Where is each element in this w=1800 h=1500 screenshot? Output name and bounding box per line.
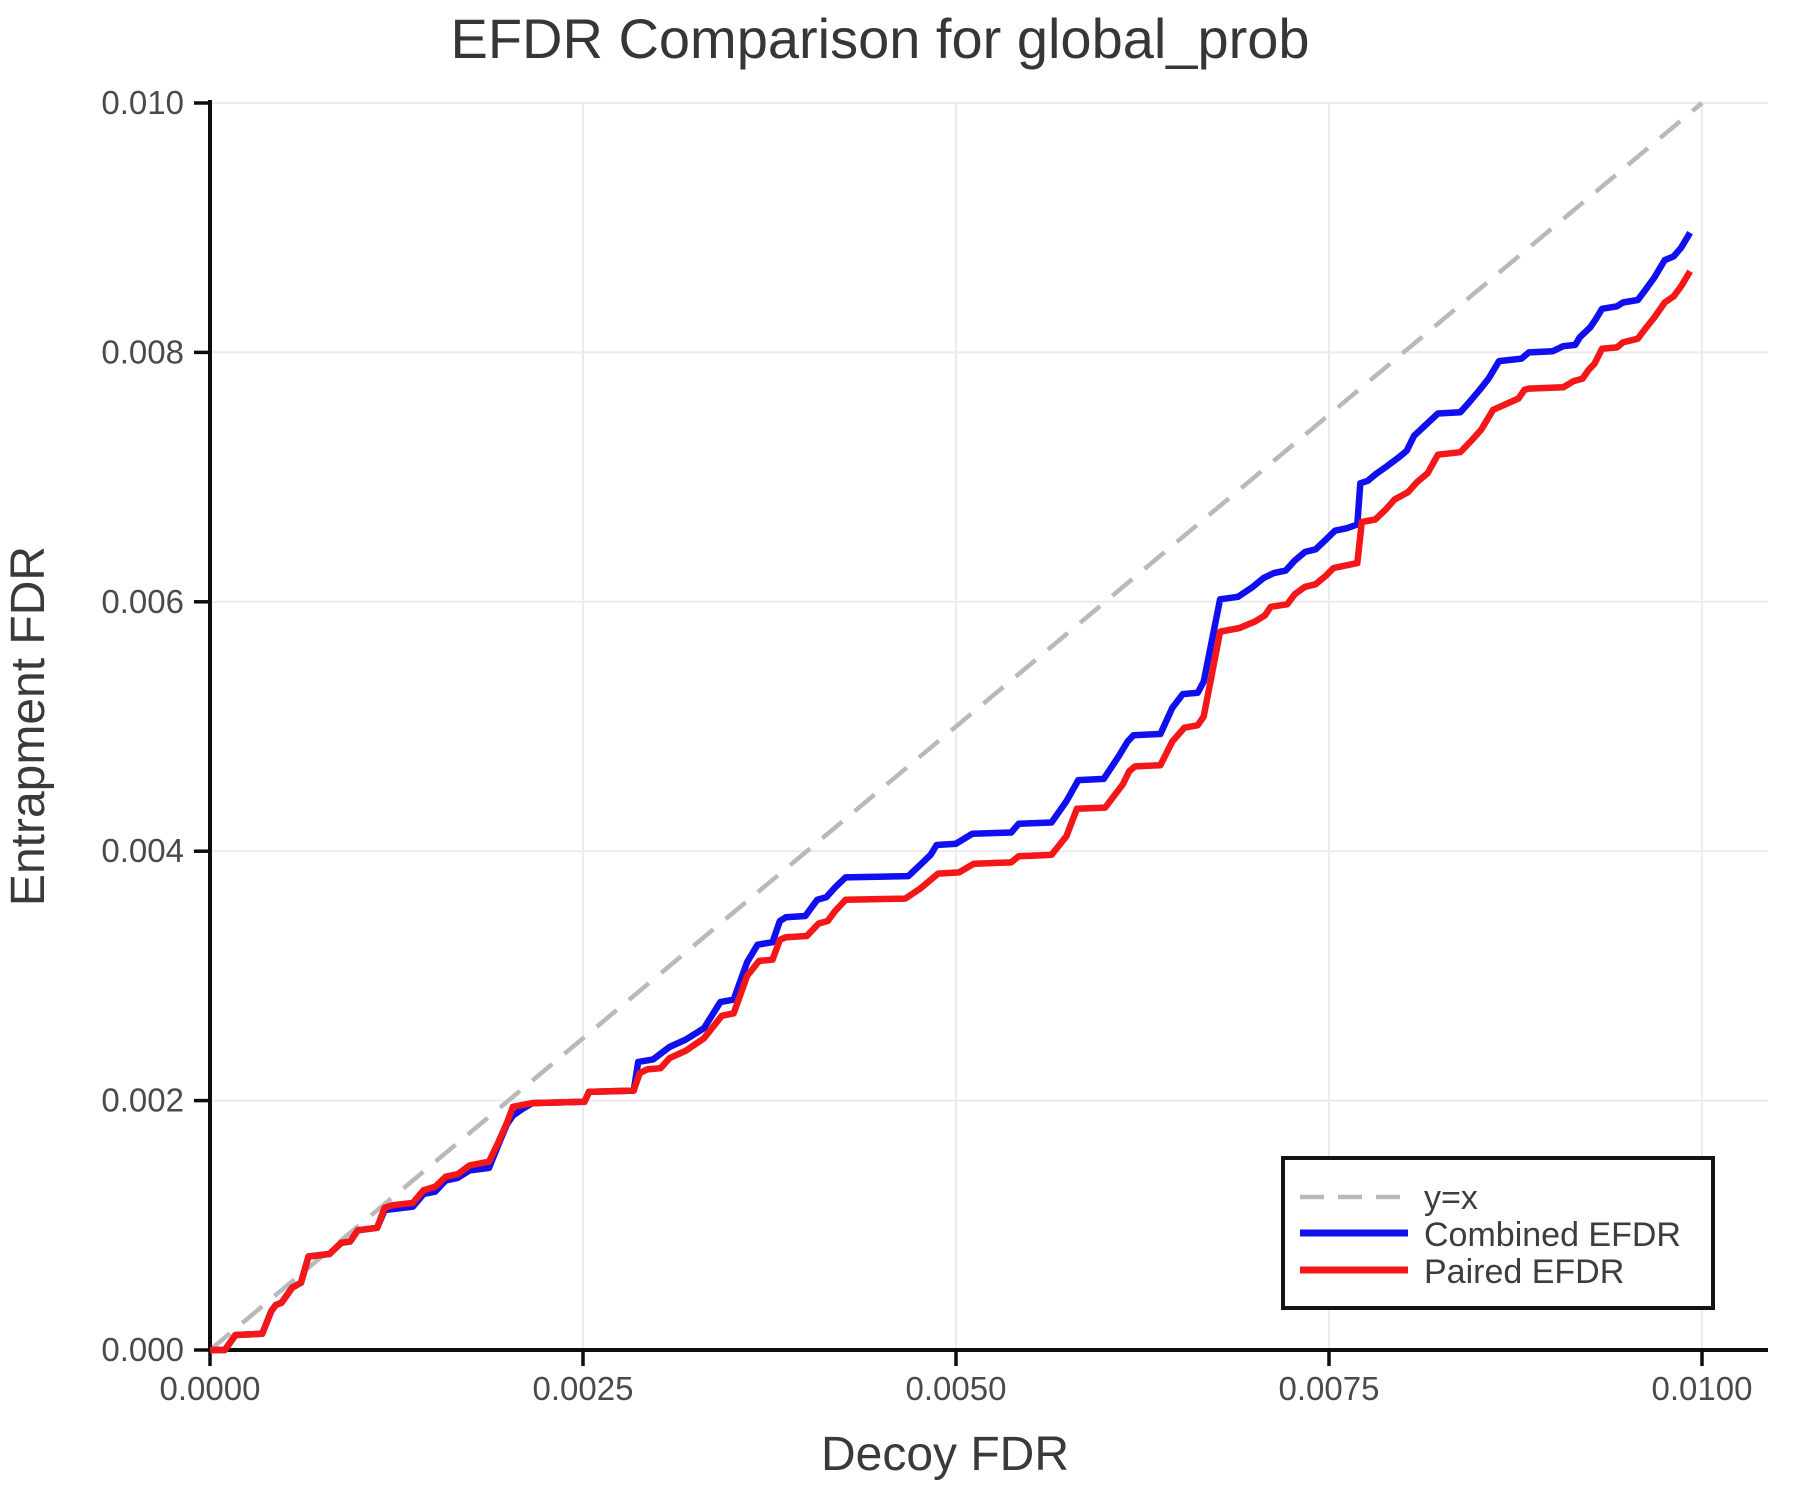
y-tick-label: 0.002	[101, 1082, 184, 1119]
paired-efdr-line	[210, 269, 1693, 1354]
combined-efdr-line	[210, 231, 1693, 1354]
legend-label-combined: Combined EFDR	[1424, 1216, 1681, 1254]
identity-line	[208, 101, 1704, 1352]
axis-ticks	[194, 101, 1704, 1366]
x-tick-label: 0.0075	[1279, 1370, 1380, 1407]
y-tick-label: 0.010	[101, 84, 184, 121]
x-tick-label: 0.0000	[160, 1370, 261, 1407]
y-tick-labels: 0.000 0.002 0.004 0.006 0.008 0.010	[101, 84, 184, 1368]
x-tick-label: 0.0050	[906, 1370, 1007, 1407]
y-tick-label: 0.008	[101, 333, 184, 370]
x-tick-label: 0.0025	[533, 1370, 634, 1407]
x-tick-label: 0.0100	[1652, 1370, 1753, 1407]
y-axis-label: Entrapment FDR	[2, 546, 55, 906]
legend-label-identity: y=x	[1424, 1179, 1478, 1217]
chart-title: EFDR Comparison for global_prob	[450, 7, 1309, 70]
legend: y=x Combined EFDR Paired EFDR	[1281, 1156, 1715, 1310]
y-tick-label: 0.006	[101, 583, 184, 620]
x-axis-label: Decoy FDR	[821, 1428, 1069, 1481]
gridlines	[210, 102, 1768, 1350]
axis-spines	[208, 100, 1768, 1352]
x-tick-labels: 0.0000 0.0025 0.0050 0.0075 0.0100	[160, 1370, 1753, 1407]
y-tick-label: 0.004	[101, 832, 184, 869]
legend-label-paired: Paired EFDR	[1424, 1253, 1624, 1291]
y-tick-label: 0.000	[101, 1331, 184, 1368]
